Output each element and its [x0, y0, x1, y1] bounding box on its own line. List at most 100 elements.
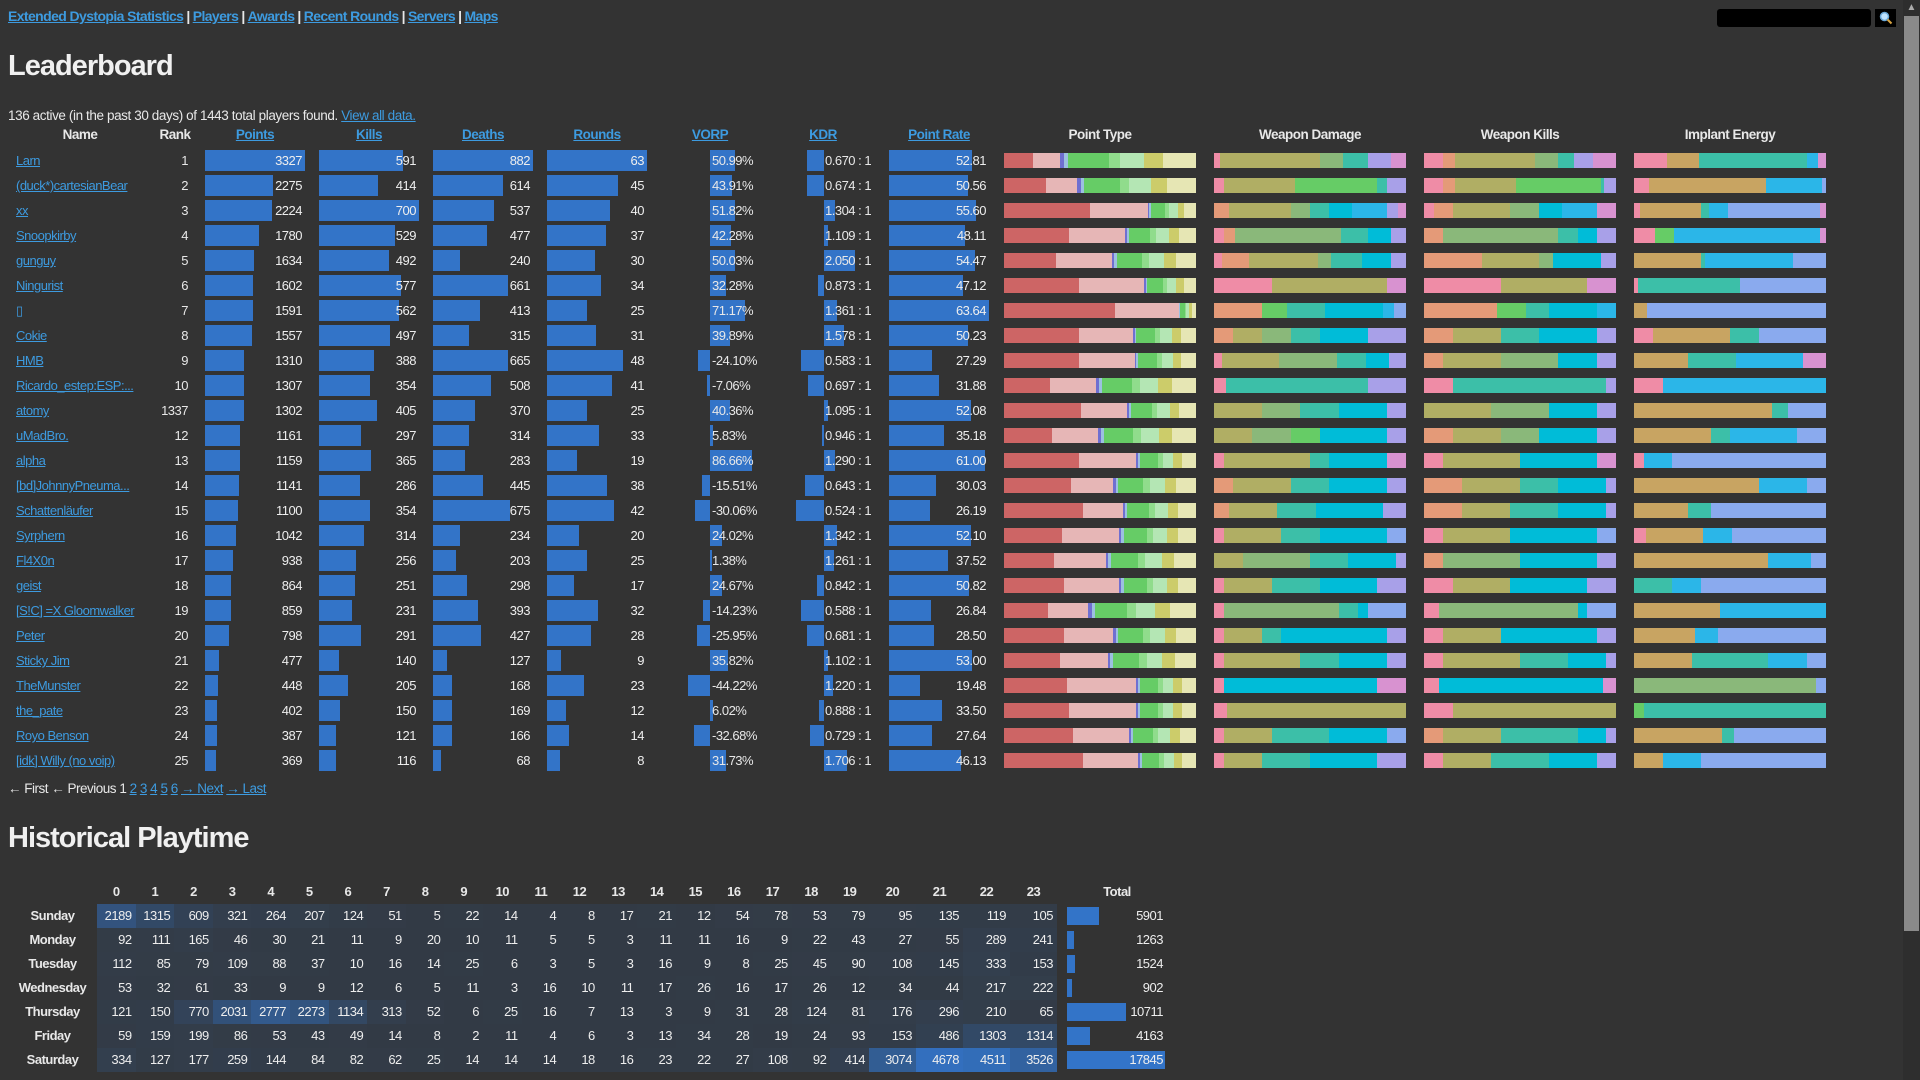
player-name-link[interactable]: Snoopkirby	[16, 228, 77, 243]
hour-header: 0	[112, 884, 120, 899]
player-name-link[interactable]: Sticky Jim	[16, 653, 70, 668]
page-link[interactable]: 3	[139, 781, 148, 796]
total-bar	[1067, 979, 1072, 997]
implant-energy-bar-segment	[1634, 628, 1696, 643]
weapon-damage-bar-segment	[1223, 678, 1378, 693]
weapon-kills-bar-segment	[1454, 178, 1517, 193]
weapon-damage-bar	[1214, 728, 1406, 743]
sort-points-link[interactable]: Points	[235, 127, 275, 142]
sort-vorp-link[interactable]: VORP	[691, 127, 729, 142]
nav-link-extended-dystopia-statistics[interactable]: Extended Dystopia Statistics	[8, 8, 184, 24]
search-button[interactable]	[1875, 9, 1896, 27]
total-bar	[1067, 1003, 1126, 1021]
sort-rounds-link[interactable]: Rounds	[573, 127, 621, 142]
vorp-bar	[710, 150, 735, 171]
next-page-link[interactable]: → Next	[181, 781, 224, 796]
player-name-link[interactable]: Fl4X0n	[16, 553, 55, 568]
player-name-link[interactable]: alpha	[16, 453, 46, 468]
player-name-link[interactable]: Ricardo_estep:ESP:...	[16, 378, 134, 393]
sort-kdr-link[interactable]: KDR	[809, 127, 837, 142]
player-name-link[interactable]: Schattenläufer	[16, 503, 93, 518]
player-name-link[interactable]: [idk] Willy (no voip)	[16, 753, 115, 768]
weapon-damage-bar-segment	[1214, 603, 1224, 618]
hour-header: 8	[421, 884, 429, 899]
hour-header: 17	[765, 884, 780, 899]
player-name-link[interactable]: [bd]JohnnyPneuma...	[16, 478, 130, 493]
player-name-link[interactable]: geist	[16, 578, 41, 593]
player-name-link[interactable]: Cokie	[16, 328, 47, 343]
heatmap-cell: 43	[830, 928, 869, 952]
rounds-value: 8	[637, 753, 644, 768]
sort-kills-link[interactable]: Kills	[355, 127, 383, 142]
search-input[interactable]	[1717, 9, 1871, 27]
point-type-bar-segment	[1069, 228, 1125, 243]
player-name-link[interactable]: HMB	[16, 353, 44, 368]
nav-link-awards[interactable]: Awards	[247, 8, 295, 24]
weapon-kills-bar-segment	[1491, 403, 1549, 418]
point-type-bar	[1004, 428, 1196, 443]
point-type-bar-segment	[1115, 628, 1119, 643]
point-type-bar-segment	[1152, 528, 1167, 543]
kills-value: 256	[395, 553, 417, 568]
vorp-value: 6.02%	[712, 703, 747, 718]
page-link[interactable]: 5	[160, 781, 168, 796]
player-name-link[interactable]: (duck*)cartesianBear	[16, 178, 128, 193]
deaths-bar	[433, 175, 503, 196]
page-link[interactable]: 4	[150, 781, 158, 796]
kills-bar	[319, 300, 400, 321]
scroll-up-arrow-icon[interactable]: ▲	[1906, 2, 1917, 13]
player-name-link[interactable]: Syrphern	[16, 528, 65, 543]
player-name-link[interactable]: gunguy	[16, 253, 56, 268]
player-name-link[interactable]: Royo Benson	[16, 728, 89, 743]
heatmap-cell: 61	[174, 976, 213, 1000]
player-name-link[interactable]: the_pate	[16, 703, 63, 718]
player-name-link[interactable]: ▯	[16, 303, 23, 318]
player-name-link[interactable]: Peter	[16, 628, 45, 643]
player-name-link[interactable]: Ningurist	[16, 278, 63, 293]
page-link[interactable]: 6	[170, 781, 179, 796]
implant-energy-bar-segment	[1701, 753, 1826, 768]
heatmap-cell: 14	[521, 1048, 561, 1072]
heatmap-cell: 5	[405, 904, 445, 928]
player-name-link[interactable]: atomy	[16, 403, 49, 418]
player-name-link[interactable]: [S!C] =X Gloomwalker	[16, 603, 135, 618]
implant-energy-bar-segment	[1701, 253, 1706, 268]
scrollbar-thumb[interactable]	[1904, 16, 1919, 931]
player-name-link[interactable]: uMadBro.	[16, 428, 69, 443]
nav-link-maps[interactable]: Maps	[464, 8, 498, 24]
leaderboard-row: (duck*)cartesianBear 2 2275 414 614 45 43.91% 0…	[0, 173, 1840, 198]
weapon-damage-bar-segment	[1235, 228, 1341, 243]
player-name-link[interactable]: Larn	[16, 153, 41, 168]
nav-link-players[interactable]: Players	[192, 8, 239, 24]
heatmap-cell: 5	[560, 928, 599, 952]
weapon-damage-bar	[1214, 353, 1406, 368]
weapon-damage-bar-segment	[1223, 578, 1272, 593]
deaths-value: 393	[509, 603, 531, 618]
point-type-bar-segment	[1004, 478, 1072, 493]
heatmap-cell: 2	[444, 1024, 483, 1048]
sort-point-rate-link[interactable]: Point Rate	[908, 127, 970, 142]
point-type-bar-segment	[1145, 278, 1148, 293]
nav-link-recent-rounds[interactable]: Recent Rounds	[303, 8, 399, 24]
nav-link-servers[interactable]: Servers	[407, 8, 456, 24]
deaths-value: 537	[509, 203, 531, 218]
player-count-text: 136 active (in the past 30 days) of 1443…	[8, 108, 338, 123]
point-rate-bar	[889, 700, 942, 721]
player-name-link[interactable]: xx	[16, 203, 29, 218]
vorp-bar	[698, 350, 710, 371]
heatmap-cell: 34	[869, 976, 916, 1000]
weapon-damage-bar-segment	[1329, 203, 1353, 218]
deaths-value: 68	[516, 753, 531, 768]
player-name-link[interactable]: TheMunster	[16, 678, 81, 693]
view-all-data-link[interactable]: View all data.	[341, 108, 416, 123]
scrollbar[interactable]: ▲	[1903, 0, 1920, 1080]
heatmap-cell: 26	[791, 976, 831, 1000]
rounds-bar	[547, 350, 624, 371]
point-type-bar-segment	[1136, 703, 1139, 718]
heatmap-cell: 33	[212, 976, 252, 1000]
last-page-link[interactable]: → Last	[226, 781, 267, 796]
weapon-kills-bar-segment	[1562, 203, 1597, 218]
kills-value: 205	[395, 678, 417, 693]
sort-deaths-link[interactable]: Deaths	[461, 127, 505, 142]
page-link[interactable]: 2	[129, 781, 138, 796]
